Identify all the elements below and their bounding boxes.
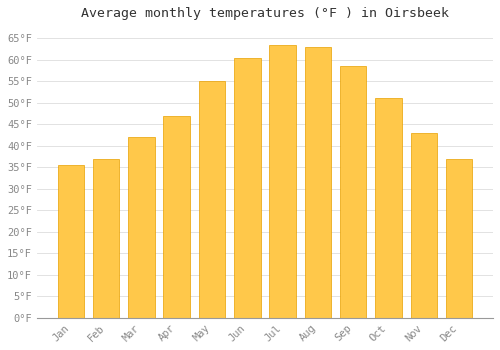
Bar — [446, 159, 472, 318]
Title: Average monthly temperatures (°F ) in Oirsbeek: Average monthly temperatures (°F ) in Oi… — [81, 7, 449, 20]
Bar — [164, 116, 190, 318]
Bar — [234, 57, 260, 318]
Bar — [375, 98, 402, 318]
Bar — [304, 47, 331, 318]
Bar — [270, 45, 296, 318]
Bar — [410, 133, 437, 318]
Bar — [128, 137, 154, 318]
Bar — [198, 81, 225, 318]
Bar — [340, 66, 366, 318]
Bar — [93, 159, 120, 318]
Bar — [58, 165, 84, 318]
